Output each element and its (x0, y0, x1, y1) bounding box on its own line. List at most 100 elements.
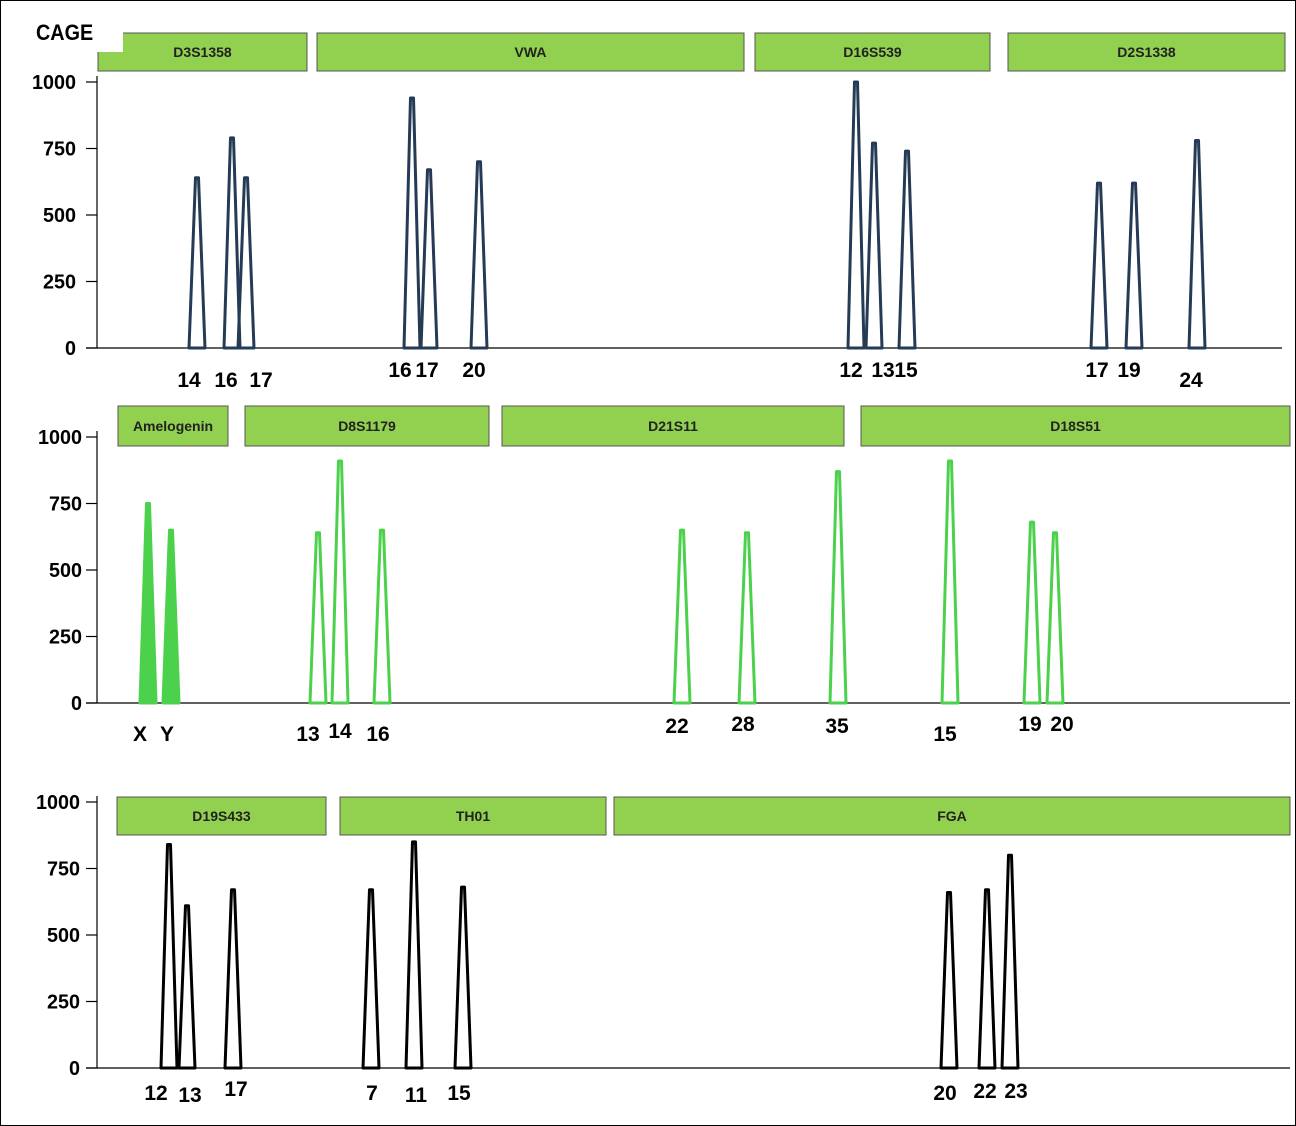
y-tick-label: 0 (69, 1058, 80, 1080)
allele-label: 7 (366, 1082, 378, 1105)
peak (1187, 139, 1207, 350)
peak (1022, 520, 1042, 705)
y-tick-label: 250 (43, 272, 76, 294)
peak (308, 531, 328, 705)
locus-name: D21S11 (648, 418, 698, 434)
peak (159, 843, 179, 1070)
y-tick-label: 0 (65, 338, 76, 360)
locus-name: D16S539 (843, 44, 902, 60)
locus-name: FGA (937, 808, 967, 824)
locus-box (860, 405, 1291, 447)
allele-label: 13 (871, 359, 894, 382)
allele-label: 22 (665, 715, 688, 738)
peak (223, 888, 243, 1070)
locus-box (244, 405, 490, 447)
peak (177, 904, 197, 1070)
allele-label: 17 (415, 359, 438, 382)
title-notch (97, 30, 123, 52)
allele-label: 15 (933, 723, 957, 746)
locus-box (117, 405, 229, 447)
allele-label: 12 (839, 359, 862, 382)
peak (453, 885, 473, 1070)
peak (828, 470, 848, 705)
allele-label: 14 (328, 720, 352, 743)
y-tick-label: 750 (43, 139, 76, 161)
allele-label: 17 (1085, 359, 1108, 382)
y-tick-label: 0 (71, 693, 82, 715)
peak (402, 96, 422, 350)
peak (361, 888, 381, 1070)
peak (737, 531, 757, 705)
locus-box (339, 796, 607, 836)
allele-label: 19 (1018, 713, 1041, 736)
allele-label: 23 (1004, 1080, 1027, 1103)
y-tick-label: 500 (49, 560, 82, 582)
y-tick-label: 1000 (38, 427, 82, 449)
sample-label: CAGE (36, 20, 94, 45)
peak (897, 149, 917, 350)
y-tick-label: 750 (47, 859, 80, 881)
locus-name: D18S51 (1050, 418, 1101, 434)
locus-box (1007, 32, 1286, 72)
locus-box (97, 32, 308, 72)
y-tick-label: 250 (49, 627, 82, 649)
locus-name: Amelogenin (133, 418, 213, 434)
y-tick-label: 1000 (32, 72, 76, 94)
peak (846, 80, 866, 350)
allele-label: 17 (249, 369, 272, 392)
y-tick-label: 500 (47, 925, 80, 947)
locus-name: TH01 (456, 808, 490, 824)
peak (1045, 531, 1065, 705)
allele-label: 15 (447, 1082, 471, 1105)
peak (672, 528, 692, 705)
allele-label: X (133, 723, 147, 746)
peak (1000, 853, 1020, 1070)
allele-label: 20 (933, 1082, 956, 1105)
peak (977, 888, 997, 1070)
y-tick-label: 1000 (36, 792, 80, 814)
allele-label: 22 (973, 1080, 996, 1103)
peak (1089, 181, 1109, 350)
locus-name: D8S1179 (338, 418, 396, 434)
allele-label: 15 (894, 359, 918, 382)
allele-label: 12 (144, 1082, 167, 1105)
allele-label: 16 (366, 723, 389, 746)
allele-label: 19 (1117, 359, 1140, 382)
allele-label: 28 (731, 713, 755, 736)
peak (222, 136, 242, 350)
peak (419, 168, 439, 350)
allele-label: 14 (177, 369, 201, 392)
peak (161, 528, 181, 705)
peak (330, 459, 350, 705)
locus-box (754, 32, 991, 72)
allele-label: 35 (825, 715, 849, 738)
allele-label: 11 (405, 1084, 428, 1107)
peak (187, 176, 207, 350)
allele-label: 16 (388, 359, 411, 382)
allele-label: 16 (214, 369, 237, 392)
allele-label: 24 (1179, 369, 1203, 392)
locus-name: D19S433 (192, 808, 251, 824)
peak (864, 141, 884, 350)
peak (404, 840, 424, 1070)
locus-name: VWA (515, 44, 547, 60)
peak (1124, 181, 1144, 350)
locus-name: D3S1358 (173, 44, 232, 60)
allele-label: 20 (1050, 713, 1073, 736)
y-tick-label: 500 (43, 205, 76, 227)
allele-label: Y (160, 723, 174, 746)
allele-label: 17 (224, 1078, 247, 1101)
peak (939, 890, 959, 1070)
locus-box (501, 405, 845, 447)
locus-box (116, 796, 327, 836)
peak (469, 160, 489, 350)
locus-name: D2S1338 (1117, 44, 1176, 60)
allele-label: 20 (462, 359, 485, 382)
locus-box (613, 796, 1291, 836)
peak (138, 502, 158, 705)
allele-label: 13 (296, 723, 319, 746)
peak (236, 176, 256, 350)
y-tick-label: 250 (47, 992, 80, 1014)
y-tick-label: 750 (49, 494, 82, 516)
peak (372, 528, 392, 705)
